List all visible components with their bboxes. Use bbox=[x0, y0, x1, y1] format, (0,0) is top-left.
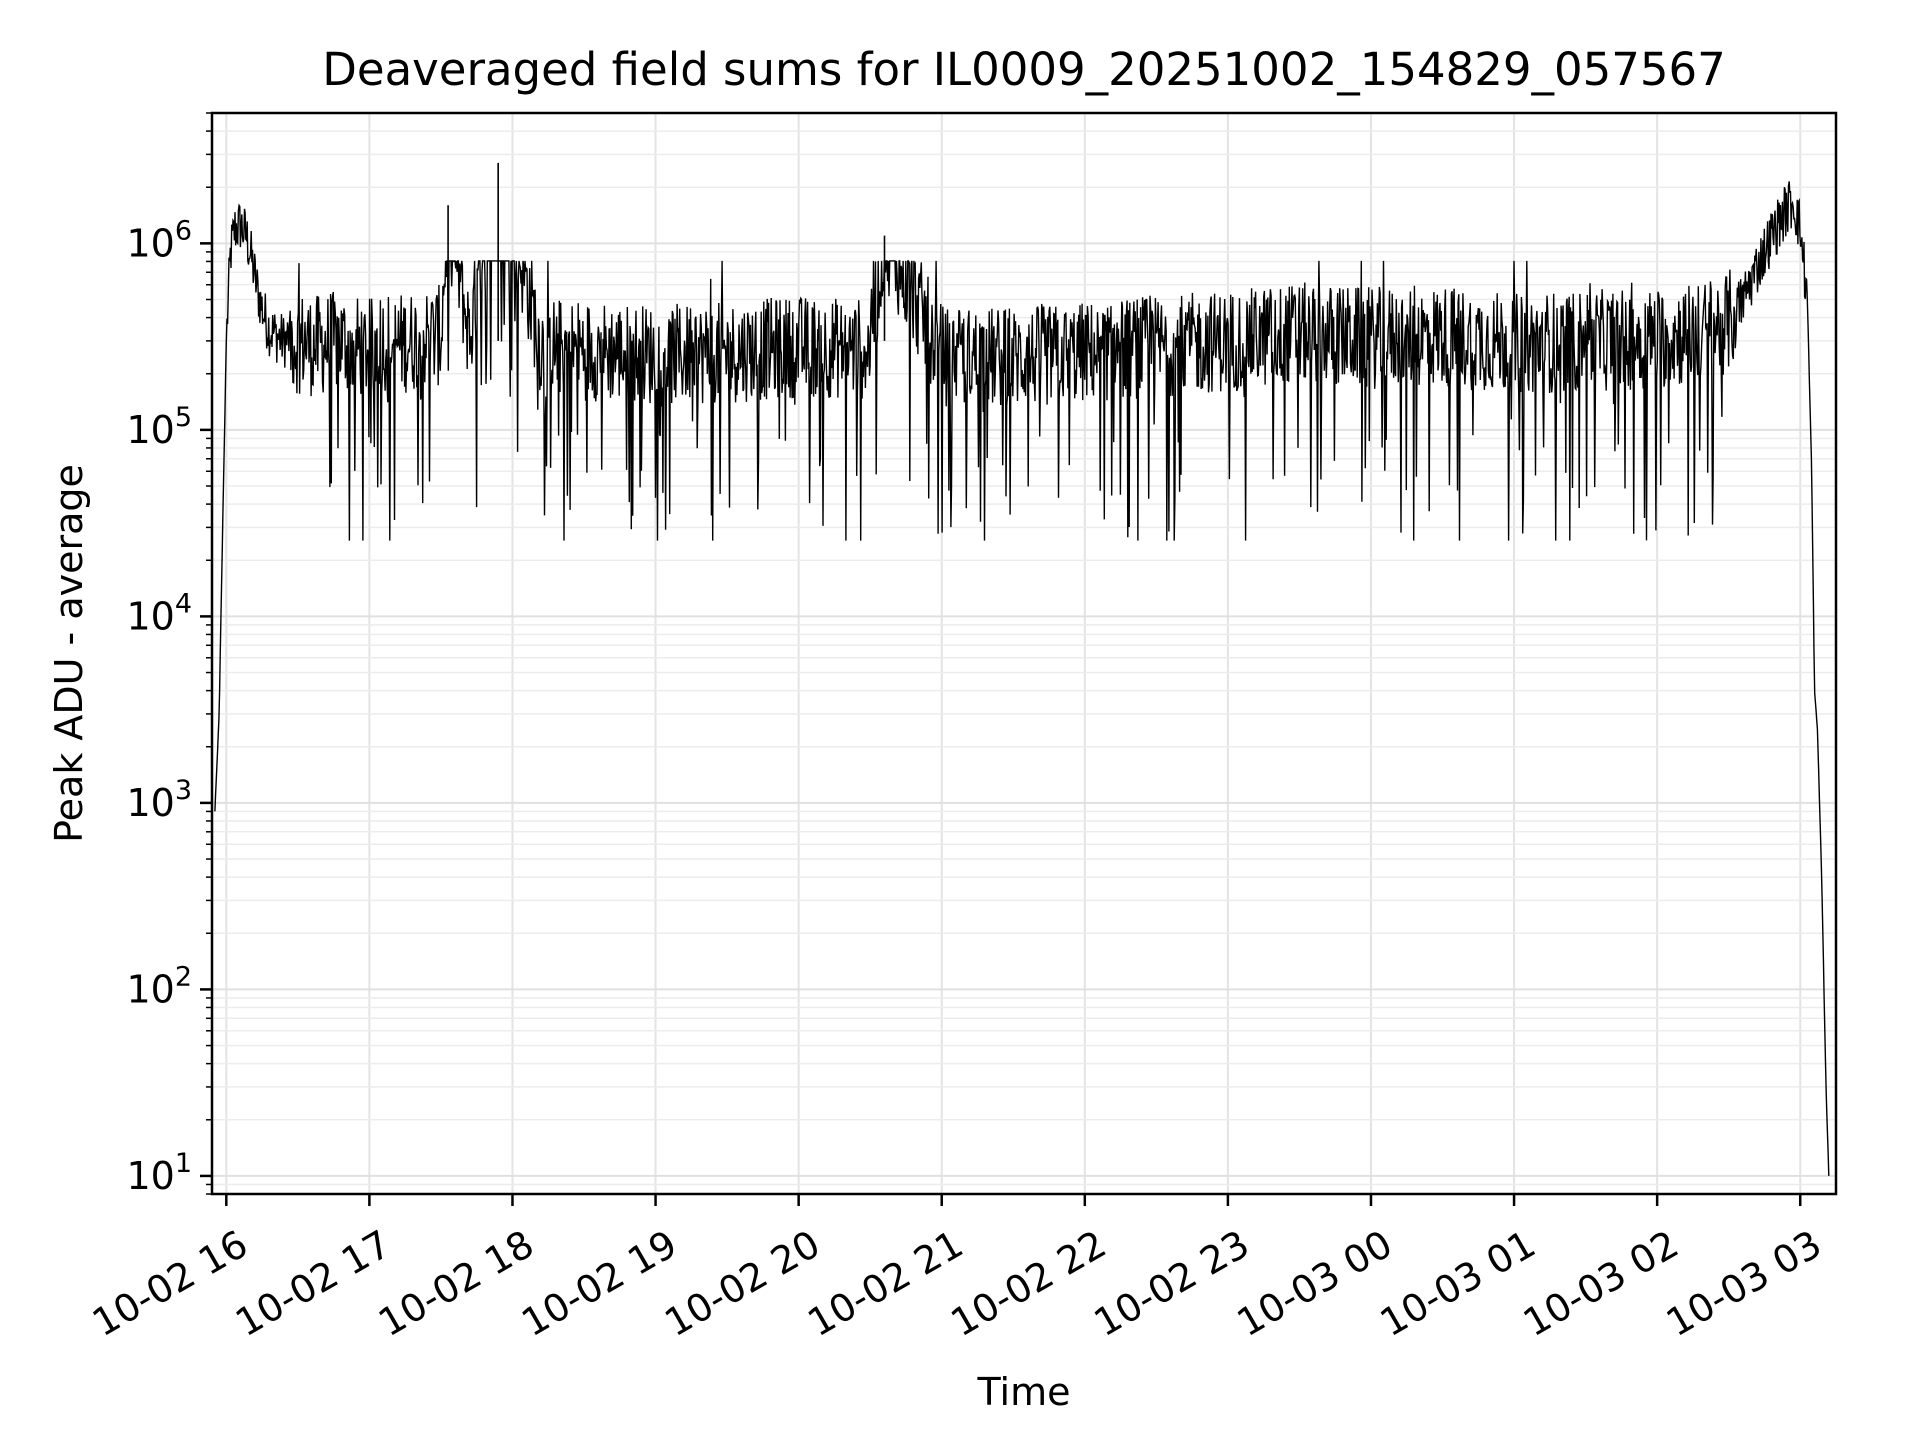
data-line-layer bbox=[214, 162, 1830, 1176]
plot-frame bbox=[210, 111, 1838, 1196]
x-axis-label: Time bbox=[977, 1370, 1071, 1414]
chart-title: Deaveraged field sums for IL0009_2025100… bbox=[322, 43, 1726, 96]
y-tick-label: 102 bbox=[126, 961, 192, 1011]
y-axis-label: Peak ADU - average bbox=[47, 464, 91, 843]
y-tick-label: 104 bbox=[126, 588, 192, 638]
y-tick-label: 106 bbox=[126, 215, 192, 265]
y-tick-label: 101 bbox=[126, 1148, 192, 1198]
y-tick-label: 105 bbox=[126, 402, 192, 452]
y-tick-label: 103 bbox=[126, 775, 192, 825]
data-series-line bbox=[214, 181, 1830, 1176]
